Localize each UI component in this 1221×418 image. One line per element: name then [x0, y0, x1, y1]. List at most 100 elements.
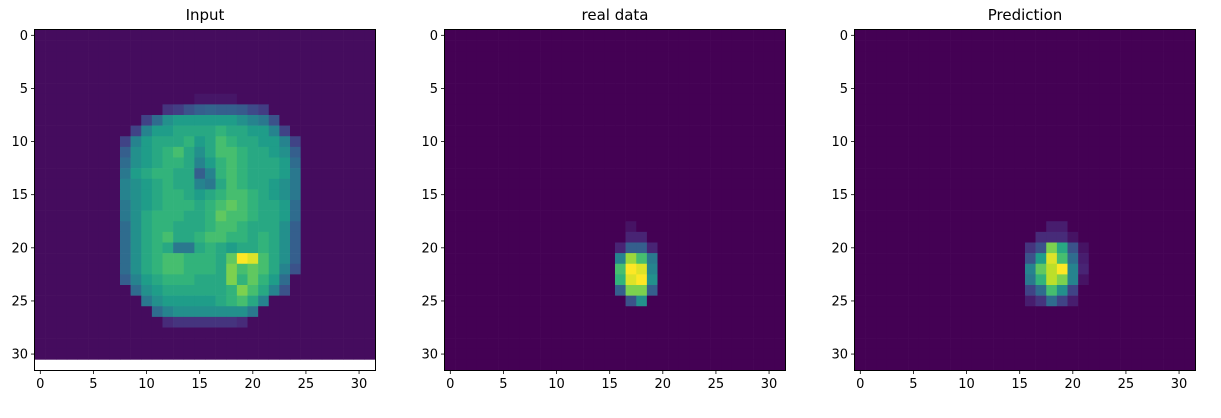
heatmap-cell [66, 263, 78, 275]
heatmap-cell [971, 30, 983, 41]
heatmap-cell [753, 168, 765, 180]
x-tick-label: 0 [36, 377, 44, 392]
heatmap-cell [530, 306, 541, 318]
heatmap-cell [1088, 157, 1100, 169]
heatmap-cell [311, 210, 323, 222]
heatmap-cell [236, 263, 248, 275]
heatmap-cell [572, 83, 584, 95]
heatmap-cell [215, 263, 227, 275]
heatmap-cell [35, 210, 46, 222]
heatmap-cell [56, 40, 68, 52]
heatmap-cell [918, 210, 930, 222]
heatmap-cell [774, 30, 786, 41]
heatmap-cell [530, 72, 541, 84]
heatmap-cell [1067, 338, 1079, 350]
heatmap-cell [940, 306, 951, 318]
heatmap-cell [151, 40, 163, 52]
heatmap-cell [678, 327, 690, 339]
heatmap-cell [1141, 253, 1153, 265]
heatmap-cell [151, 263, 163, 275]
heatmap-cell [311, 242, 323, 254]
heatmap-cell [215, 83, 227, 95]
heatmap-cell [1025, 83, 1036, 95]
heatmap-cell [343, 210, 355, 222]
heatmap-cell [689, 178, 701, 190]
heatmap-cell [731, 253, 743, 265]
heatmap-cell [162, 189, 174, 201]
heatmap-cell [1173, 348, 1185, 360]
heatmap-cell [753, 338, 765, 350]
heatmap-cell [130, 168, 142, 180]
heatmap-cell [1046, 221, 1058, 233]
heatmap-cell [668, 157, 680, 169]
heatmap-cell [498, 231, 510, 243]
heatmap-cell [1110, 51, 1121, 63]
heatmap-cell [508, 125, 520, 137]
heatmap-cell [993, 242, 1005, 254]
heatmap-cell [109, 83, 121, 95]
heatmap-cell [455, 295, 467, 307]
heatmap-cell [710, 51, 722, 63]
heatmap-cell [300, 104, 312, 116]
heatmap-cell [551, 274, 563, 286]
heatmap-cell [226, 93, 238, 105]
heatmap-cell [721, 157, 733, 169]
heatmap-cell [109, 146, 121, 158]
heatmap-cell [236, 242, 248, 254]
heatmap-cell [183, 83, 195, 95]
heatmap-cell [1014, 125, 1026, 137]
heatmap-cell [897, 242, 909, 254]
heatmap-cell [45, 295, 57, 307]
heatmap-cell [194, 210, 206, 222]
heatmap-cell [1131, 157, 1143, 169]
heatmap-cell [929, 242, 941, 254]
heatmap-cell [753, 274, 765, 286]
heatmap-cell [897, 359, 909, 371]
heatmap-cell [1152, 338, 1164, 350]
heatmap-cell [1173, 136, 1185, 148]
heatmap-cell [321, 327, 333, 339]
heatmap-cell [508, 274, 520, 286]
heatmap-cell [268, 200, 280, 211]
heatmap-cell [1056, 136, 1068, 148]
heatmap-cell [1120, 338, 1132, 350]
heatmap-cell [98, 274, 110, 286]
heatmap-cell [646, 210, 658, 222]
heatmap-cell [279, 253, 291, 265]
heatmap-cell [668, 242, 680, 254]
heatmap-cell [561, 348, 573, 360]
heatmap-cell [1173, 157, 1185, 169]
heatmap-cell [455, 61, 467, 73]
heatmap-cell [918, 348, 930, 360]
heatmap-cell [205, 327, 216, 339]
heatmap-cell [1141, 104, 1153, 116]
heatmap-cell [258, 146, 270, 158]
heatmap-cell [162, 72, 174, 84]
heatmap-cell [77, 316, 89, 328]
heatmap-cell [1099, 263, 1111, 275]
heatmap-cell [918, 168, 930, 180]
heatmap-cell [1099, 327, 1111, 339]
heatmap-cell [636, 285, 648, 296]
heatmap-cell [487, 115, 499, 126]
heatmap-cell [141, 253, 153, 265]
heatmap-cell [993, 93, 1005, 105]
heatmap-cell [519, 72, 531, 84]
heatmap-cell [961, 253, 973, 265]
heatmap-cell [183, 178, 195, 190]
heatmap-cell [215, 210, 227, 222]
heatmap-cell [530, 338, 541, 350]
heatmap-cell [710, 189, 722, 201]
heatmap-cell [290, 146, 301, 158]
heatmap-cell [657, 221, 669, 233]
heatmap-cell [540, 40, 552, 52]
heatmap-cell [1163, 221, 1175, 233]
y-tick-label: 5 [840, 82, 848, 97]
heatmap-cell [1078, 30, 1090, 41]
heatmap-cell [1046, 263, 1058, 275]
heatmap-cell [77, 30, 89, 41]
heatmap-cell [897, 104, 909, 116]
heatmap-cell [886, 231, 898, 243]
heatmap-cell [689, 136, 701, 148]
